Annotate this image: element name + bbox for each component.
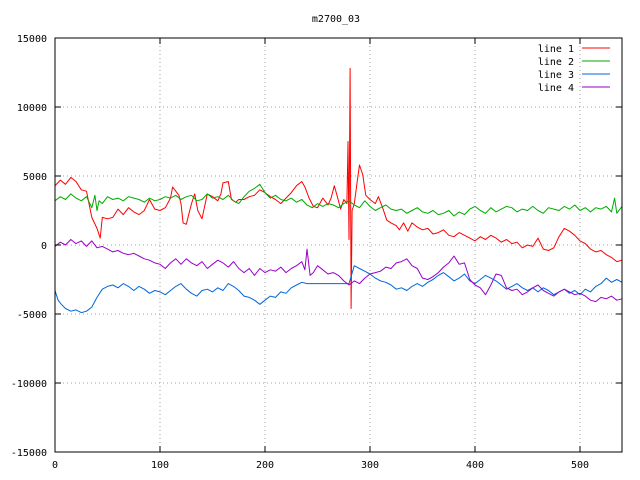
grid-lines (55, 38, 622, 452)
legend-label: line 3 (538, 70, 574, 81)
x-tick-label: 500 (571, 460, 589, 471)
series-line-3 (54, 265, 623, 314)
series-line-4 (54, 239, 623, 303)
series-group (54, 67, 623, 314)
axis-ticks: 0 100 200 300 400 500 -15000 -10000 -5000 0 5000 10… (11, 34, 622, 471)
x-tick-label: 100 (151, 460, 169, 471)
y-tick-label: -15000 (11, 448, 47, 459)
x-tick-label: 300 (361, 460, 379, 471)
x-tick-label: 400 (466, 460, 484, 471)
legend-label: line 2 (538, 57, 574, 68)
y-tick-label: 0 (41, 241, 47, 252)
series-line-2 (54, 183, 623, 217)
y-tick-label: -10000 (11, 379, 47, 390)
x-tick-label: 200 (256, 460, 274, 471)
y-tick-label: 15000 (17, 34, 47, 45)
x-tick-label: 0 (52, 460, 58, 471)
series-line-1 (54, 67, 623, 309)
legend-label: line 4 (538, 83, 574, 94)
legend: line 1 line 2 line 3 line 4 (538, 44, 610, 94)
y-tick-label: 5000 (23, 172, 47, 183)
chart-title: m2700_03 (312, 14, 360, 25)
y-tick-label: -5000 (17, 310, 47, 321)
legend-label: line 1 (538, 44, 574, 55)
y-tick-label: 10000 (17, 103, 47, 114)
